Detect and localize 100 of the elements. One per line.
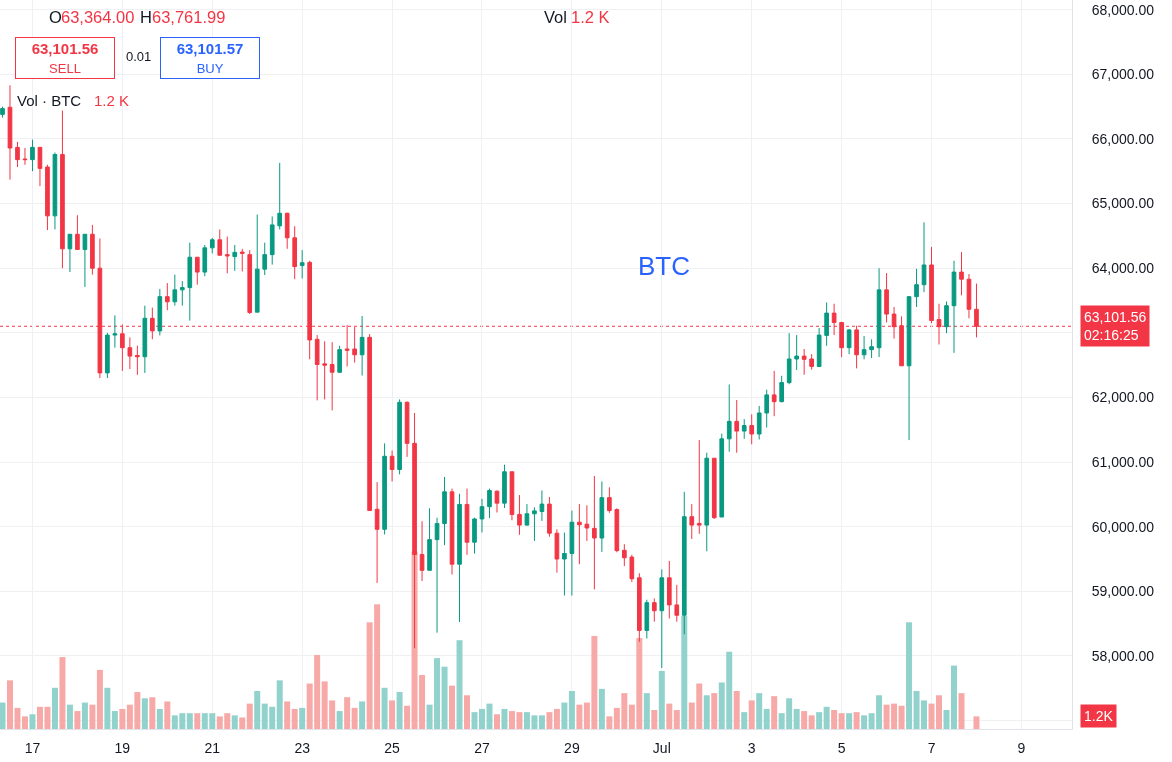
y-tick-label: 65,000.00 — [1091, 195, 1155, 212]
bar — [389, 700, 396, 729]
bar — [66, 704, 73, 729]
candlestick — [397, 398, 402, 475]
bar — [658, 670, 665, 729]
y-tick-label: 61,000.00 — [1091, 453, 1155, 470]
bar — [816, 712, 823, 729]
bar — [246, 703, 253, 729]
candlestick — [82, 233, 88, 288]
candlestick — [314, 334, 320, 401]
candlestick — [427, 507, 432, 571]
candlestick — [105, 332, 110, 379]
bar — [291, 708, 298, 729]
candlestick — [382, 442, 387, 535]
x-tick-label: 21 — [204, 739, 221, 756]
candlestick — [404, 400, 410, 458]
candlestick — [52, 152, 58, 230]
bar — [156, 708, 163, 729]
x-tick-label: 7 — [927, 739, 936, 756]
candlestick — [15, 141, 20, 168]
candlestick — [479, 498, 485, 534]
candlestick — [614, 507, 620, 553]
bar — [299, 707, 306, 729]
candlestick — [232, 244, 238, 272]
candlestick — [786, 332, 792, 385]
candlestick — [824, 301, 829, 347]
text: 1.2K — [1084, 708, 1114, 724]
candlestick — [45, 164, 50, 231]
candlestick — [37, 146, 43, 187]
bar — [846, 713, 853, 729]
annotation: 1.2 K — [94, 92, 130, 109]
bar — [898, 705, 905, 729]
x-tick-label: 23 — [294, 739, 311, 756]
bar — [441, 666, 448, 729]
candlestick — [569, 510, 575, 597]
bar — [396, 692, 403, 729]
bar — [89, 704, 96, 729]
y-tick-label: 60,000.00 — [1091, 518, 1155, 535]
bar — [606, 716, 613, 729]
candlestick — [127, 336, 133, 370]
annotation: 1.2 K — [571, 8, 610, 26]
bar — [703, 695, 710, 729]
candlestick — [929, 246, 934, 324]
candlestick — [239, 248, 245, 272]
bar — [793, 708, 800, 729]
candlestick — [472, 517, 477, 555]
annotation: 0.01 — [126, 49, 152, 64]
candlestick — [389, 449, 395, 482]
bar — [344, 697, 351, 729]
bar — [186, 713, 193, 729]
x-tick-label: 3 — [747, 739, 756, 756]
candlestick — [112, 314, 118, 349]
bar — [336, 711, 343, 729]
candlestick — [75, 214, 80, 250]
annotation: Vol · BTC — [17, 92, 82, 109]
candlestick — [749, 413, 755, 445]
candlestick — [202, 244, 208, 277]
bar — [808, 715, 815, 729]
bar — [553, 708, 560, 729]
candlestick — [726, 384, 732, 453]
annotation: H — [140, 8, 152, 26]
candlestick — [666, 560, 672, 619]
bar — [21, 716, 28, 729]
bar — [194, 713, 201, 729]
y-tick-label: 68,000.00 — [1091, 1, 1155, 18]
bar — [861, 715, 868, 729]
bar — [456, 640, 463, 729]
text: BTC — [638, 251, 690, 282]
bar — [958, 693, 965, 729]
candlestick — [209, 237, 215, 254]
candlestick — [457, 493, 462, 623]
candlestick — [517, 494, 522, 536]
candlestick — [277, 162, 283, 230]
candlestick — [764, 389, 770, 429]
candlestick — [869, 338, 874, 359]
y-tick-label: 58,000.00 — [1091, 647, 1155, 664]
candlestick — [164, 282, 170, 311]
bar — [838, 713, 845, 729]
candlestick — [704, 452, 710, 552]
candlestick — [944, 300, 949, 334]
candlestick — [322, 340, 327, 400]
candlestick — [846, 328, 852, 355]
candlestick — [696, 439, 702, 535]
candlestick — [367, 333, 372, 512]
candlestick — [179, 280, 185, 307]
candlestick — [374, 481, 380, 584]
candlestick — [584, 504, 590, 542]
candlestick — [809, 353, 814, 371]
annotation: Vol — [544, 8, 567, 26]
candlestick — [779, 375, 785, 403]
annotation: 63,101.57 BUY — [176, 39, 244, 77]
candlestick — [719, 433, 725, 518]
candlestick — [921, 221, 927, 293]
bar — [111, 711, 118, 729]
bar — [853, 712, 860, 729]
candlestick — [494, 490, 500, 513]
bar — [501, 708, 508, 729]
candlestick — [502, 464, 507, 509]
bar — [464, 695, 471, 729]
candlestick — [839, 321, 844, 358]
